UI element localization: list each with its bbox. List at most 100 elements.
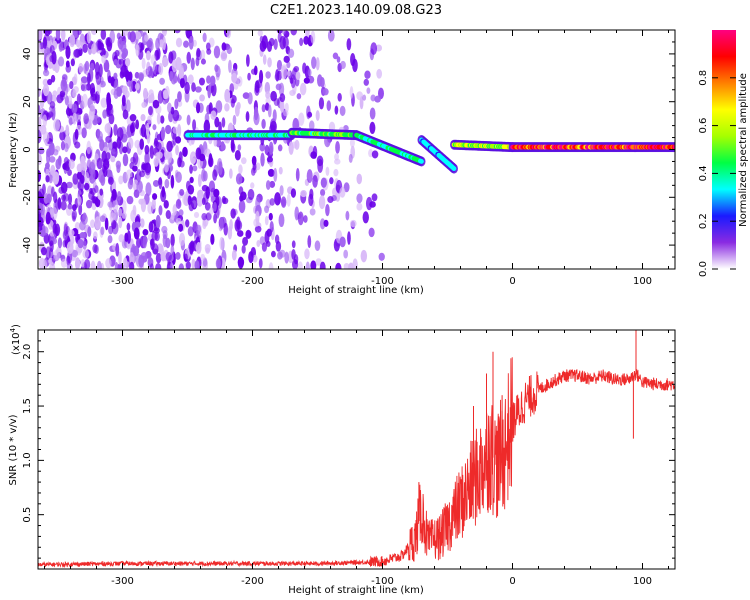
noise-cell xyxy=(320,189,326,197)
noise-cell xyxy=(296,93,302,100)
noise-cell xyxy=(334,153,339,161)
noise-cell xyxy=(96,116,101,124)
noise-cell xyxy=(152,124,157,131)
noise-cell xyxy=(267,168,275,177)
noise-cell xyxy=(141,161,146,173)
noise-cell xyxy=(283,55,290,63)
noise-cell xyxy=(185,180,191,191)
colorbar: 0.0 0.2 0.4 0.6 0.8 Normalized spectral ampl… xyxy=(698,30,749,277)
noise-cell xyxy=(45,211,51,225)
noise-cell xyxy=(132,245,140,257)
noise-cell xyxy=(175,217,182,226)
noise-cell xyxy=(307,75,315,84)
noise-cell xyxy=(299,37,304,47)
noise-cell xyxy=(291,249,296,260)
noise-cell xyxy=(350,219,357,228)
noise-cell xyxy=(153,137,158,147)
noise-cell xyxy=(232,114,237,126)
noise-cell xyxy=(103,59,110,73)
noise-cell xyxy=(55,158,62,170)
noise-cell xyxy=(149,263,154,269)
noise-cell xyxy=(270,90,277,102)
noise-cell xyxy=(122,153,129,167)
noise-cell xyxy=(219,217,224,230)
noise-cell xyxy=(214,116,220,128)
snr-multiplier: (x104) xyxy=(9,324,22,355)
noise-cell xyxy=(136,237,141,249)
noise-cell xyxy=(255,196,261,211)
noise-cell xyxy=(206,104,212,115)
noise-cell xyxy=(235,173,243,185)
noise-cell xyxy=(265,180,271,190)
noise-cell xyxy=(78,203,83,216)
spectrogram-ytick-label: 0 xyxy=(22,146,33,152)
noise-cell xyxy=(148,37,153,47)
noise-cell xyxy=(67,203,73,210)
noise-cell xyxy=(245,111,250,122)
noise-cell xyxy=(317,74,323,87)
noise-cell xyxy=(224,88,231,103)
noise-cell xyxy=(83,63,88,74)
noise-cell xyxy=(261,118,266,129)
noise-cell xyxy=(307,68,312,77)
noise-cell xyxy=(208,207,214,215)
noise-cell xyxy=(100,30,107,40)
noise-cell xyxy=(118,216,123,229)
noise-cell xyxy=(163,150,169,158)
noise-cell xyxy=(347,231,351,245)
noise-cell xyxy=(134,82,140,91)
noise-cell xyxy=(325,203,330,217)
noise-cell xyxy=(107,201,115,208)
noise-cell xyxy=(148,221,154,233)
noise-cell xyxy=(57,197,62,210)
noise-cell xyxy=(197,173,202,187)
noise-cell xyxy=(171,59,178,73)
noise-cell xyxy=(48,156,56,163)
noise-cell xyxy=(80,161,88,171)
noise-cell xyxy=(46,111,54,118)
noise-cell xyxy=(61,194,67,202)
noise-cell xyxy=(203,119,211,134)
noise-cell xyxy=(286,193,291,207)
noise-cell xyxy=(278,82,285,96)
spectrogram-plot-area xyxy=(38,30,675,269)
noise-cell xyxy=(169,262,174,269)
snr-series-line xyxy=(38,357,675,569)
noise-cell xyxy=(210,233,215,245)
noise-cell xyxy=(188,35,194,50)
noise-cell xyxy=(66,241,74,254)
noise-cell xyxy=(371,150,379,159)
noise-cell xyxy=(164,163,169,173)
noise-cell xyxy=(264,215,269,226)
noise-cell xyxy=(133,227,140,240)
noise-cell xyxy=(239,195,244,202)
noise-cell xyxy=(135,44,140,57)
noise-cell xyxy=(314,240,321,252)
noise-cell xyxy=(42,83,50,97)
noise-cell xyxy=(67,169,72,176)
noise-cell xyxy=(160,251,167,262)
noise-cell xyxy=(248,251,254,264)
noise-cell xyxy=(81,127,87,139)
noise-cell xyxy=(144,34,149,42)
noise-cell xyxy=(148,105,153,116)
noise-cell xyxy=(179,188,185,196)
noise-cell xyxy=(172,126,179,134)
noise-cell xyxy=(122,30,129,37)
noise-cell xyxy=(289,89,296,97)
noise-cell xyxy=(139,138,145,150)
noise-cell xyxy=(286,61,291,69)
noise-cell xyxy=(255,162,261,171)
noise-cell xyxy=(77,239,84,249)
noise-cell xyxy=(110,212,116,221)
noise-cell xyxy=(276,59,283,71)
noise-cell xyxy=(247,92,253,105)
noise-cell xyxy=(305,261,310,269)
noise-cell xyxy=(348,153,353,163)
noise-cell xyxy=(141,101,147,109)
noise-cell xyxy=(165,124,172,135)
noise-cell xyxy=(195,224,202,235)
noise-cell xyxy=(125,131,130,139)
noise-cell xyxy=(139,170,146,178)
noise-cell xyxy=(205,186,211,199)
